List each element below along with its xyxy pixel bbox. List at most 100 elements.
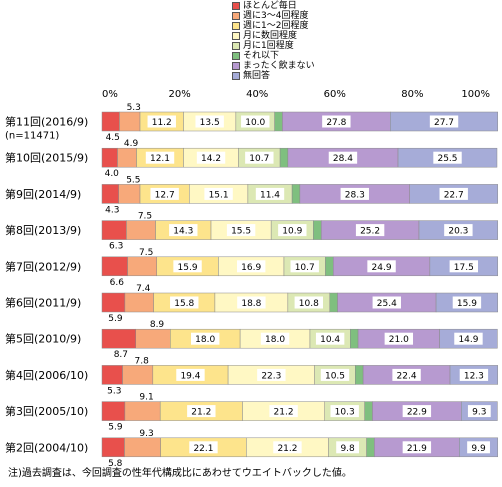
data-label-box [290,260,319,273]
data-label: 10.4 [320,335,340,345]
legend-label: 週に1～2回程度 [243,21,309,31]
legend-label: 月に1回程度 [243,41,294,51]
data-label: 12.7 [155,190,175,200]
data-label-box [322,115,351,128]
data-label: 9.8 [340,444,355,454]
legend-label: それ以下 [243,51,280,61]
data-label: 5.9 [108,423,123,433]
data-label-box [402,405,432,418]
legend-item: ほとんど毎日 [232,1,315,11]
data-label: 10.3 [335,408,355,418]
data-label-box [195,115,224,128]
legend-swatch [232,22,240,30]
data-label: 21.2 [274,408,294,418]
data-label: 10.7 [249,154,269,164]
bar-segment [127,256,157,277]
data-label: 20.3 [448,227,468,237]
data-label: 18.0 [195,335,215,345]
category-label: 第6回(2011/9) [5,296,81,310]
data-label: 21.2 [191,408,211,418]
data-label-box [439,187,468,200]
data-label-box [187,405,216,418]
data-label: 10.5 [325,371,345,381]
legend: ほとんど毎日 週に3～4回程度 週に1～2回程度 月に数回程度 月に1回程度 それ以下 まっ… [232,1,315,81]
bar-segment [135,328,171,349]
data-label: 24.9 [372,263,392,273]
data-label: 9.3 [139,429,153,439]
bar-segment [124,437,161,458]
data-label-box [173,260,202,273]
bar-segment [101,328,137,349]
data-label-box [257,368,286,381]
data-label: 7.5 [138,212,152,222]
data-label: 22.3 [261,371,281,381]
legend-item: まったく飲まない [232,61,315,71]
data-label-box [328,151,358,164]
bar-segment [364,401,373,421]
data-label-box [176,368,205,381]
data-label-box [278,224,307,237]
data-label-box [147,115,176,128]
data-label-box [226,224,256,237]
data-label: 6.6 [110,278,125,288]
data-label: 10.7 [295,263,315,273]
data-label: 7.4 [136,284,151,294]
bar-segment [101,184,119,204]
category-label: 第9回(2014/9) [5,187,81,201]
data-label: 15.9 [457,299,477,309]
bar-segment [101,401,126,421]
data-label: 10.9 [282,227,302,237]
data-label-box [315,332,345,345]
data-label: 11.4 [260,190,280,200]
data-label: 5.5 [126,175,140,185]
bar-segment [126,220,156,240]
legend-swatch [232,52,240,60]
data-label: 22.7 [444,190,464,200]
data-label: 5.3 [127,103,141,113]
x-tick-label: 100% [461,89,490,100]
legend-item: 月に1回程度 [232,41,315,51]
bar-segment [329,292,338,313]
bar-segment [101,111,120,132]
data-label: 15.5 [231,227,251,237]
data-label: 16.9 [241,263,261,273]
data-label: 15.1 [209,190,229,200]
data-label-box [255,187,285,200]
bar-segment [313,220,322,240]
data-label: 6.3 [109,242,123,252]
category-label: 第3回(2005/10) [5,404,88,418]
data-label-box [269,405,298,418]
category-label: 第4回(2006/10) [5,368,88,382]
data-label-box [429,115,459,128]
data-label: 4.0 [105,169,120,179]
data-label-box [204,187,233,200]
bar-segment [291,184,301,204]
bar-segment [122,365,154,385]
data-label: 12.1 [150,154,170,164]
bar-segment [101,292,126,313]
data-label: 7.5 [139,248,153,258]
data-label-box [170,296,199,309]
category-label: 第2回(2004/10) [5,440,88,454]
data-label: 15.8 [174,299,194,309]
data-label-box [367,260,396,273]
data-label: 22.9 [407,408,427,418]
data-label: 25.5 [437,154,457,164]
bar-segment [279,147,289,168]
data-label: 25.4 [377,299,397,309]
data-label-box [454,332,483,345]
legend-swatch [232,62,240,70]
data-label-box [189,441,218,454]
data-label-box [459,368,489,381]
data-label: 8.7 [114,350,128,360]
data-label-box [372,296,401,309]
data-label: 4.5 [106,133,120,143]
legend-label: 週に3～4回程度 [243,11,309,21]
bar-segment [124,292,154,313]
data-label: 8.9 [150,320,165,330]
data-label: 27.8 [326,118,346,128]
legend-item: 週に1～2回程度 [232,21,315,31]
data-label: 25.2 [360,227,380,237]
legend-label: 月に数回程度 [243,31,298,41]
legend-swatch [232,2,240,10]
